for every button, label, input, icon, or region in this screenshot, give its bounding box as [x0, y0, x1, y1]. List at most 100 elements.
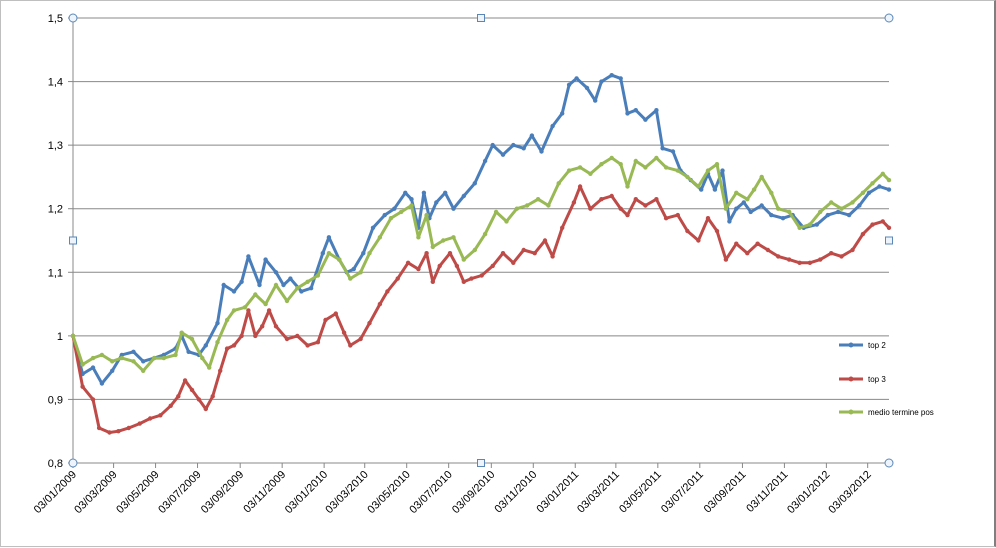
data-point [158, 413, 163, 418]
data-point [424, 251, 429, 256]
y-tick-label: 1 [57, 331, 63, 343]
data-point [70, 333, 76, 339]
data-point [443, 190, 448, 195]
x-tick-label: 03/09/2010 [450, 469, 497, 516]
data-point [550, 123, 555, 129]
corner-resize-handle[interactable] [884, 458, 894, 468]
x-tick-label: 03/05/2009 [114, 469, 161, 516]
data-point [745, 197, 750, 202]
side-resize-handle[interactable] [477, 459, 485, 467]
data-point [434, 200, 439, 205]
data-point [490, 263, 495, 269]
data-point [454, 263, 460, 269]
data-point [577, 184, 583, 189]
data-point [451, 206, 456, 211]
data-point [835, 209, 841, 215]
data-point [246, 308, 251, 313]
data-point [780, 216, 786, 221]
data-point [599, 197, 604, 202]
data-point [246, 254, 251, 259]
data-point [99, 381, 105, 386]
grid-layer [73, 17, 889, 464]
data-point [769, 190, 774, 195]
data-point [560, 225, 565, 230]
data-point [685, 174, 690, 180]
data-point [341, 330, 347, 335]
data-point [560, 111, 565, 116]
data-point [571, 200, 577, 205]
axis-layer: 0,80,911,11,21,31,41,503/01/200903/03/20… [32, 13, 889, 516]
data-point [295, 333, 300, 339]
data-point [765, 247, 771, 253]
data-point [577, 165, 583, 170]
data-point [257, 282, 262, 288]
data-point [447, 251, 453, 256]
side-resize-handle[interactable] [69, 236, 77, 245]
data-point [714, 162, 720, 167]
data-point [90, 365, 96, 370]
data-point [769, 212, 774, 218]
corner-resize-handle[interactable] [884, 13, 894, 23]
legend-marker-0 [848, 342, 854, 348]
series-line-1 [71, 185, 891, 434]
data-point [370, 225, 376, 230]
data-point [504, 219, 509, 224]
data-point [224, 317, 230, 323]
data-point [96, 425, 102, 431]
data-point [231, 308, 237, 313]
data-point [348, 276, 353, 281]
x-tick-label: 03/05/2011 [617, 469, 664, 516]
data-point [469, 276, 474, 281]
data-point [320, 251, 325, 256]
data-point [461, 279, 466, 284]
legend-marker-2 [848, 409, 854, 415]
data-point [182, 378, 188, 383]
data-point [521, 146, 526, 151]
data-point [253, 333, 258, 339]
data-point [441, 238, 446, 243]
data-point [745, 251, 750, 256]
data-point [546, 203, 551, 208]
data-point [215, 340, 220, 345]
data-point [284, 336, 290, 342]
data-point [877, 184, 882, 189]
corner-resize-handle[interactable] [68, 13, 78, 23]
x-tick-label: 03/07/2011 [659, 469, 706, 516]
data-point [696, 184, 701, 189]
data-point [860, 231, 866, 237]
data-point [734, 206, 739, 211]
data-point [511, 142, 516, 148]
data-point [866, 190, 872, 195]
data-point [787, 257, 792, 262]
data-point [179, 330, 184, 335]
data-point [168, 403, 173, 408]
data-point [618, 206, 623, 211]
side-resize-handle[interactable] [885, 236, 893, 245]
data-point [161, 352, 166, 358]
data-point [643, 203, 648, 208]
selection-handles[interactable] [68, 13, 894, 468]
data-point [196, 397, 202, 402]
data-point [675, 212, 680, 218]
data-point [382, 212, 387, 218]
x-tick-label: 03/01/2012 [785, 469, 832, 516]
data-point [759, 174, 764, 180]
data-point [625, 212, 630, 218]
data-point [351, 266, 356, 272]
data-point [593, 98, 598, 103]
data-point [430, 279, 435, 284]
data-point [189, 387, 195, 393]
y-tick-label: 1,3 [48, 140, 63, 152]
side-resize-handle[interactable] [477, 14, 485, 22]
corner-resize-handle[interactable] [68, 458, 78, 468]
data-point [660, 146, 665, 151]
data-point [147, 416, 153, 421]
x-tick-label: 03/01/2009 [32, 469, 79, 516]
data-point [521, 247, 526, 253]
data-point [421, 190, 427, 195]
data-point [131, 349, 136, 354]
data-point [542, 238, 548, 243]
data-point [566, 168, 572, 173]
data-point [305, 343, 310, 348]
